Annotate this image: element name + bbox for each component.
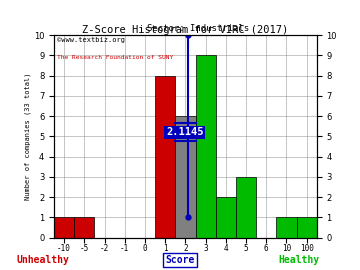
Bar (216, 197, 236, 238)
Bar (236, 177, 256, 238)
Text: Sector: Industrials: Sector: Industrials (147, 24, 249, 33)
Text: Score: Score (165, 255, 195, 265)
Text: Healthy: Healthy (278, 255, 319, 265)
Bar (54, 217, 74, 238)
Bar (195, 55, 216, 238)
Bar (175, 116, 195, 238)
Bar (276, 217, 297, 238)
Bar (297, 217, 317, 238)
Text: 2.1145: 2.1145 (166, 127, 203, 137)
Bar (155, 76, 175, 238)
Title: Z-Score Histogram for VIRC (2017): Z-Score Histogram for VIRC (2017) (82, 25, 288, 35)
Text: The Research Foundation of SUNY: The Research Foundation of SUNY (57, 55, 173, 60)
Y-axis label: Number of companies (33 total): Number of companies (33 total) (24, 73, 31, 200)
Text: Unhealthy: Unhealthy (17, 255, 69, 265)
Bar (74, 217, 94, 238)
Text: ©www.textbiz.org: ©www.textbiz.org (57, 37, 125, 43)
